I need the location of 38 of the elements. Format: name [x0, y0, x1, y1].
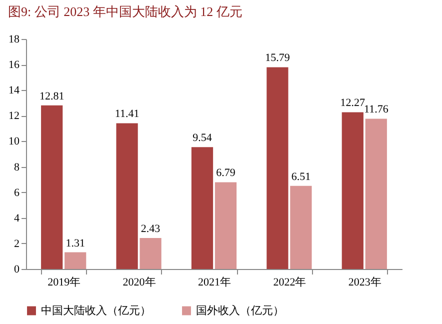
data-label: 11.41 [114, 108, 140, 120]
bar [41, 105, 63, 269]
y-tick-label: 2 [14, 238, 20, 250]
y-tick-label: 18 [8, 34, 20, 46]
bar [290, 186, 312, 269]
legend-label: 中国大陆收入（亿元） [41, 304, 151, 317]
data-label: 2.43 [140, 222, 161, 235]
bar [365, 118, 387, 269]
y-tick-label: 8 [14, 161, 20, 174]
chart-title: 图9: 公司 2023 年中国大陆收入为 12 亿元 [8, 4, 242, 19]
legend-label: 国外收入（亿元） [196, 304, 284, 317]
data-label: 11.76 [364, 104, 389, 116]
x-tick-label: 2023年 [348, 276, 382, 288]
x-tick-label: 2020年 [122, 276, 156, 288]
y-tick-label: 14 [8, 84, 20, 97]
data-label: 6.51 [291, 170, 311, 183]
bar [116, 123, 138, 269]
data-label: 1.31 [66, 237, 85, 250]
bar [342, 112, 364, 269]
y-tick-label: 16 [8, 59, 20, 72]
y-tick-label: 10 [8, 136, 20, 148]
data-label: 12.27 [340, 97, 366, 110]
bar [214, 182, 237, 269]
data-label: 12.81 [39, 90, 64, 102]
x-tick-label: 2021年 [198, 276, 231, 288]
x-tick-label: 2019年 [48, 276, 81, 288]
bar [266, 67, 288, 269]
y-tick-label: 4 [14, 212, 20, 224]
data-label: 15.79 [265, 52, 290, 64]
bar [191, 147, 214, 269]
data-label: 6.79 [216, 167, 236, 180]
y-tick-label: 6 [14, 186, 20, 199]
data-label: 9.54 [192, 132, 212, 144]
y-tick-label: 12 [8, 110, 20, 122]
bar [64, 252, 86, 269]
x-tick-label: 2022年 [273, 276, 306, 288]
bar [140, 238, 162, 269]
y-tick-label: 0 [14, 264, 20, 276]
